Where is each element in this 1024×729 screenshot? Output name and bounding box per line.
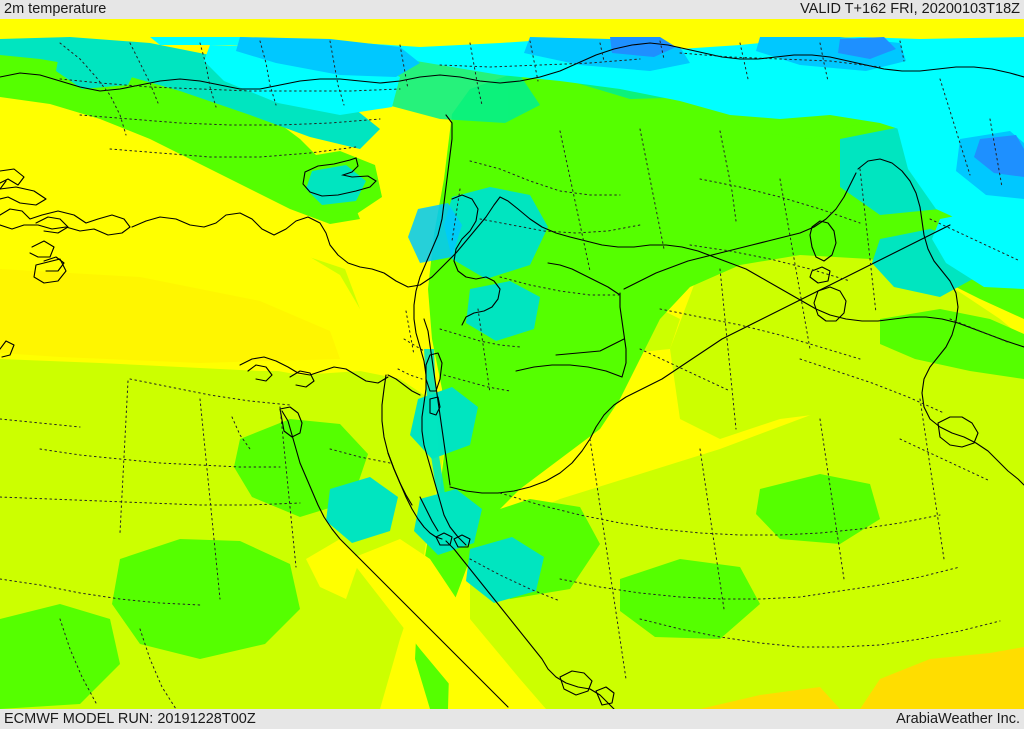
band-deep-blue: [610, 37, 1024, 177]
map-canvas: [0, 19, 1024, 709]
footer-bar: ECMWF MODEL RUN: 20191228T00Z ArabiaWeat…: [0, 709, 1024, 729]
valid-time-label: VALID T+162 FRI, 20200103T18Z: [800, 1, 1020, 17]
header-bar: 2m temperature VALID T+162 FRI, 20200103…: [0, 0, 1024, 19]
temperature-map: [0, 19, 1024, 709]
country-borders: [0, 42, 1024, 709]
band-teal: [0, 37, 980, 603]
admin-boundaries: [0, 40, 1021, 709]
model-run-label: ECMWF MODEL RUN: 20191228T00Z: [4, 711, 256, 727]
rift-valley-cool-streak: [408, 203, 462, 541]
attribution-label: ArabiaWeather Inc.: [896, 711, 1020, 727]
sea-gradient-overlay: [0, 269, 340, 363]
band-amber: [700, 647, 1024, 709]
cyprus-outline: [302, 157, 377, 197]
page-title: 2m temperature: [4, 1, 107, 17]
